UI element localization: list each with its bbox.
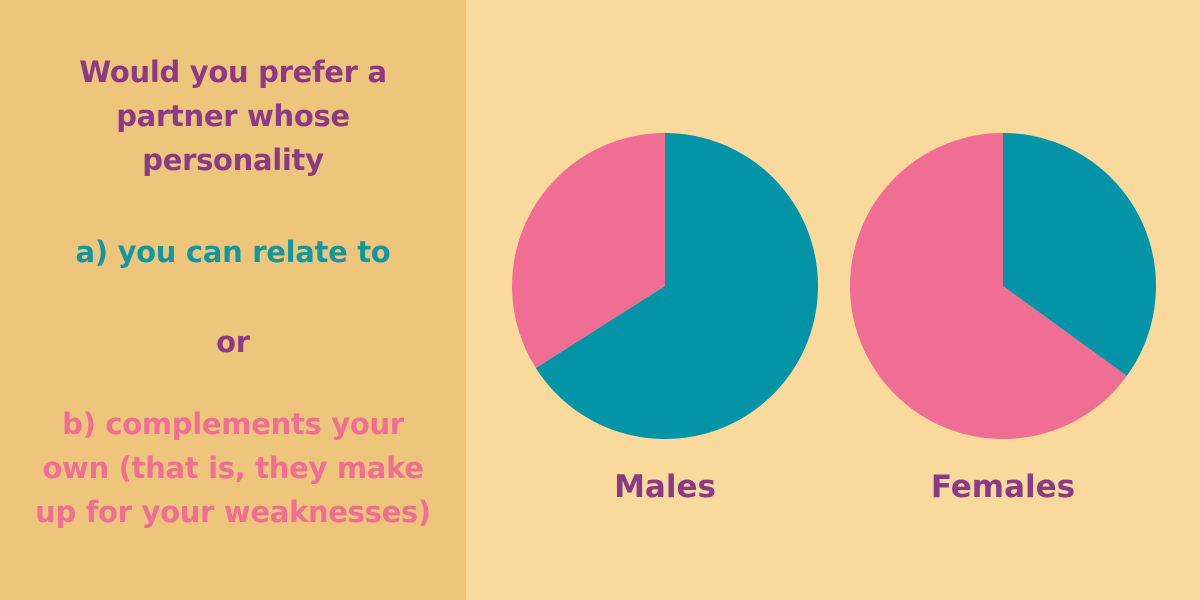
pie-label-males: Males bbox=[614, 469, 716, 505]
option-a-line: a) you can relate to bbox=[75, 235, 391, 269]
question-line: Would you prefer a bbox=[79, 55, 387, 89]
pie-slice-females-relate bbox=[1003, 133, 1156, 376]
pie-label-females: Females bbox=[931, 469, 1075, 505]
or-text: or bbox=[216, 325, 250, 359]
option-a-text: a) you can relate to bbox=[0, 230, 466, 274]
option-b-line: b) complements your bbox=[62, 407, 404, 441]
question-line: partner whose bbox=[116, 99, 350, 133]
option-b-text: b) complements your own (that is, they m… bbox=[0, 402, 466, 534]
question-text: Would you prefer a partner whose persona… bbox=[0, 50, 466, 182]
pie-slice-males-relate bbox=[535, 133, 819, 440]
pie-slice-males-complements bbox=[512, 133, 665, 368]
question-line: personality bbox=[142, 143, 324, 177]
option-b-line: own (that is, they make bbox=[42, 451, 424, 485]
option-b-line: up for your weaknesses) bbox=[35, 495, 431, 529]
question-panel bbox=[0, 0, 466, 600]
pie-slice-females-complements bbox=[849, 133, 1127, 439]
